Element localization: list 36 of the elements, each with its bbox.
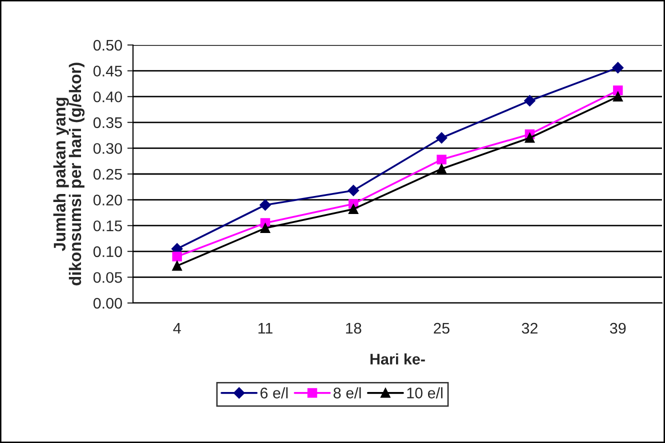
y-tick-label: 0.05 (93, 272, 122, 283)
point (348, 184, 360, 196)
legend-label: 6 e/l (260, 387, 288, 398)
y-tick-label: 0.25 (93, 168, 122, 180)
legend-label: 8 e/l (334, 387, 361, 398)
point (524, 95, 536, 106)
y-axis-title: Jumlah pakan yang dikonsumsi per hari (g/ekor) (53, 62, 85, 286)
point (260, 199, 271, 211)
x-tick-label: 11 (258, 323, 272, 334)
point (436, 164, 446, 174)
y-tick-label: 0.35 (93, 117, 122, 128)
y-tick-label: 0.45 (93, 66, 122, 76)
point (436, 132, 448, 144)
x-tick-label: 25 (434, 322, 450, 334)
legend-label: 10 e/l (407, 387, 442, 398)
point (613, 86, 623, 96)
x-tick-label: 18 (346, 322, 362, 334)
x-tick-label: 4 (173, 323, 181, 334)
point (524, 133, 535, 143)
y-tick-label: 0.20 (93, 194, 122, 206)
y-tick-label: 0.50 (93, 40, 122, 51)
point (613, 92, 623, 102)
point (172, 252, 182, 262)
point (436, 154, 446, 164)
y-tick-label: 0.30 (93, 143, 122, 154)
x-tick-label: 32 (522, 322, 538, 334)
point (260, 223, 270, 234)
y-tick-label: 0.00 (93, 298, 122, 309)
y-tick-label: 0.15 (93, 220, 122, 232)
x-axis-title: Hari ke- (370, 353, 425, 365)
point (612, 62, 624, 74)
x-tick-label: 39 (610, 322, 626, 334)
point (172, 260, 182, 271)
y-tick-label: 0.40 (93, 91, 122, 102)
y-tick-label: 0.10 (93, 246, 122, 258)
point (348, 204, 358, 214)
